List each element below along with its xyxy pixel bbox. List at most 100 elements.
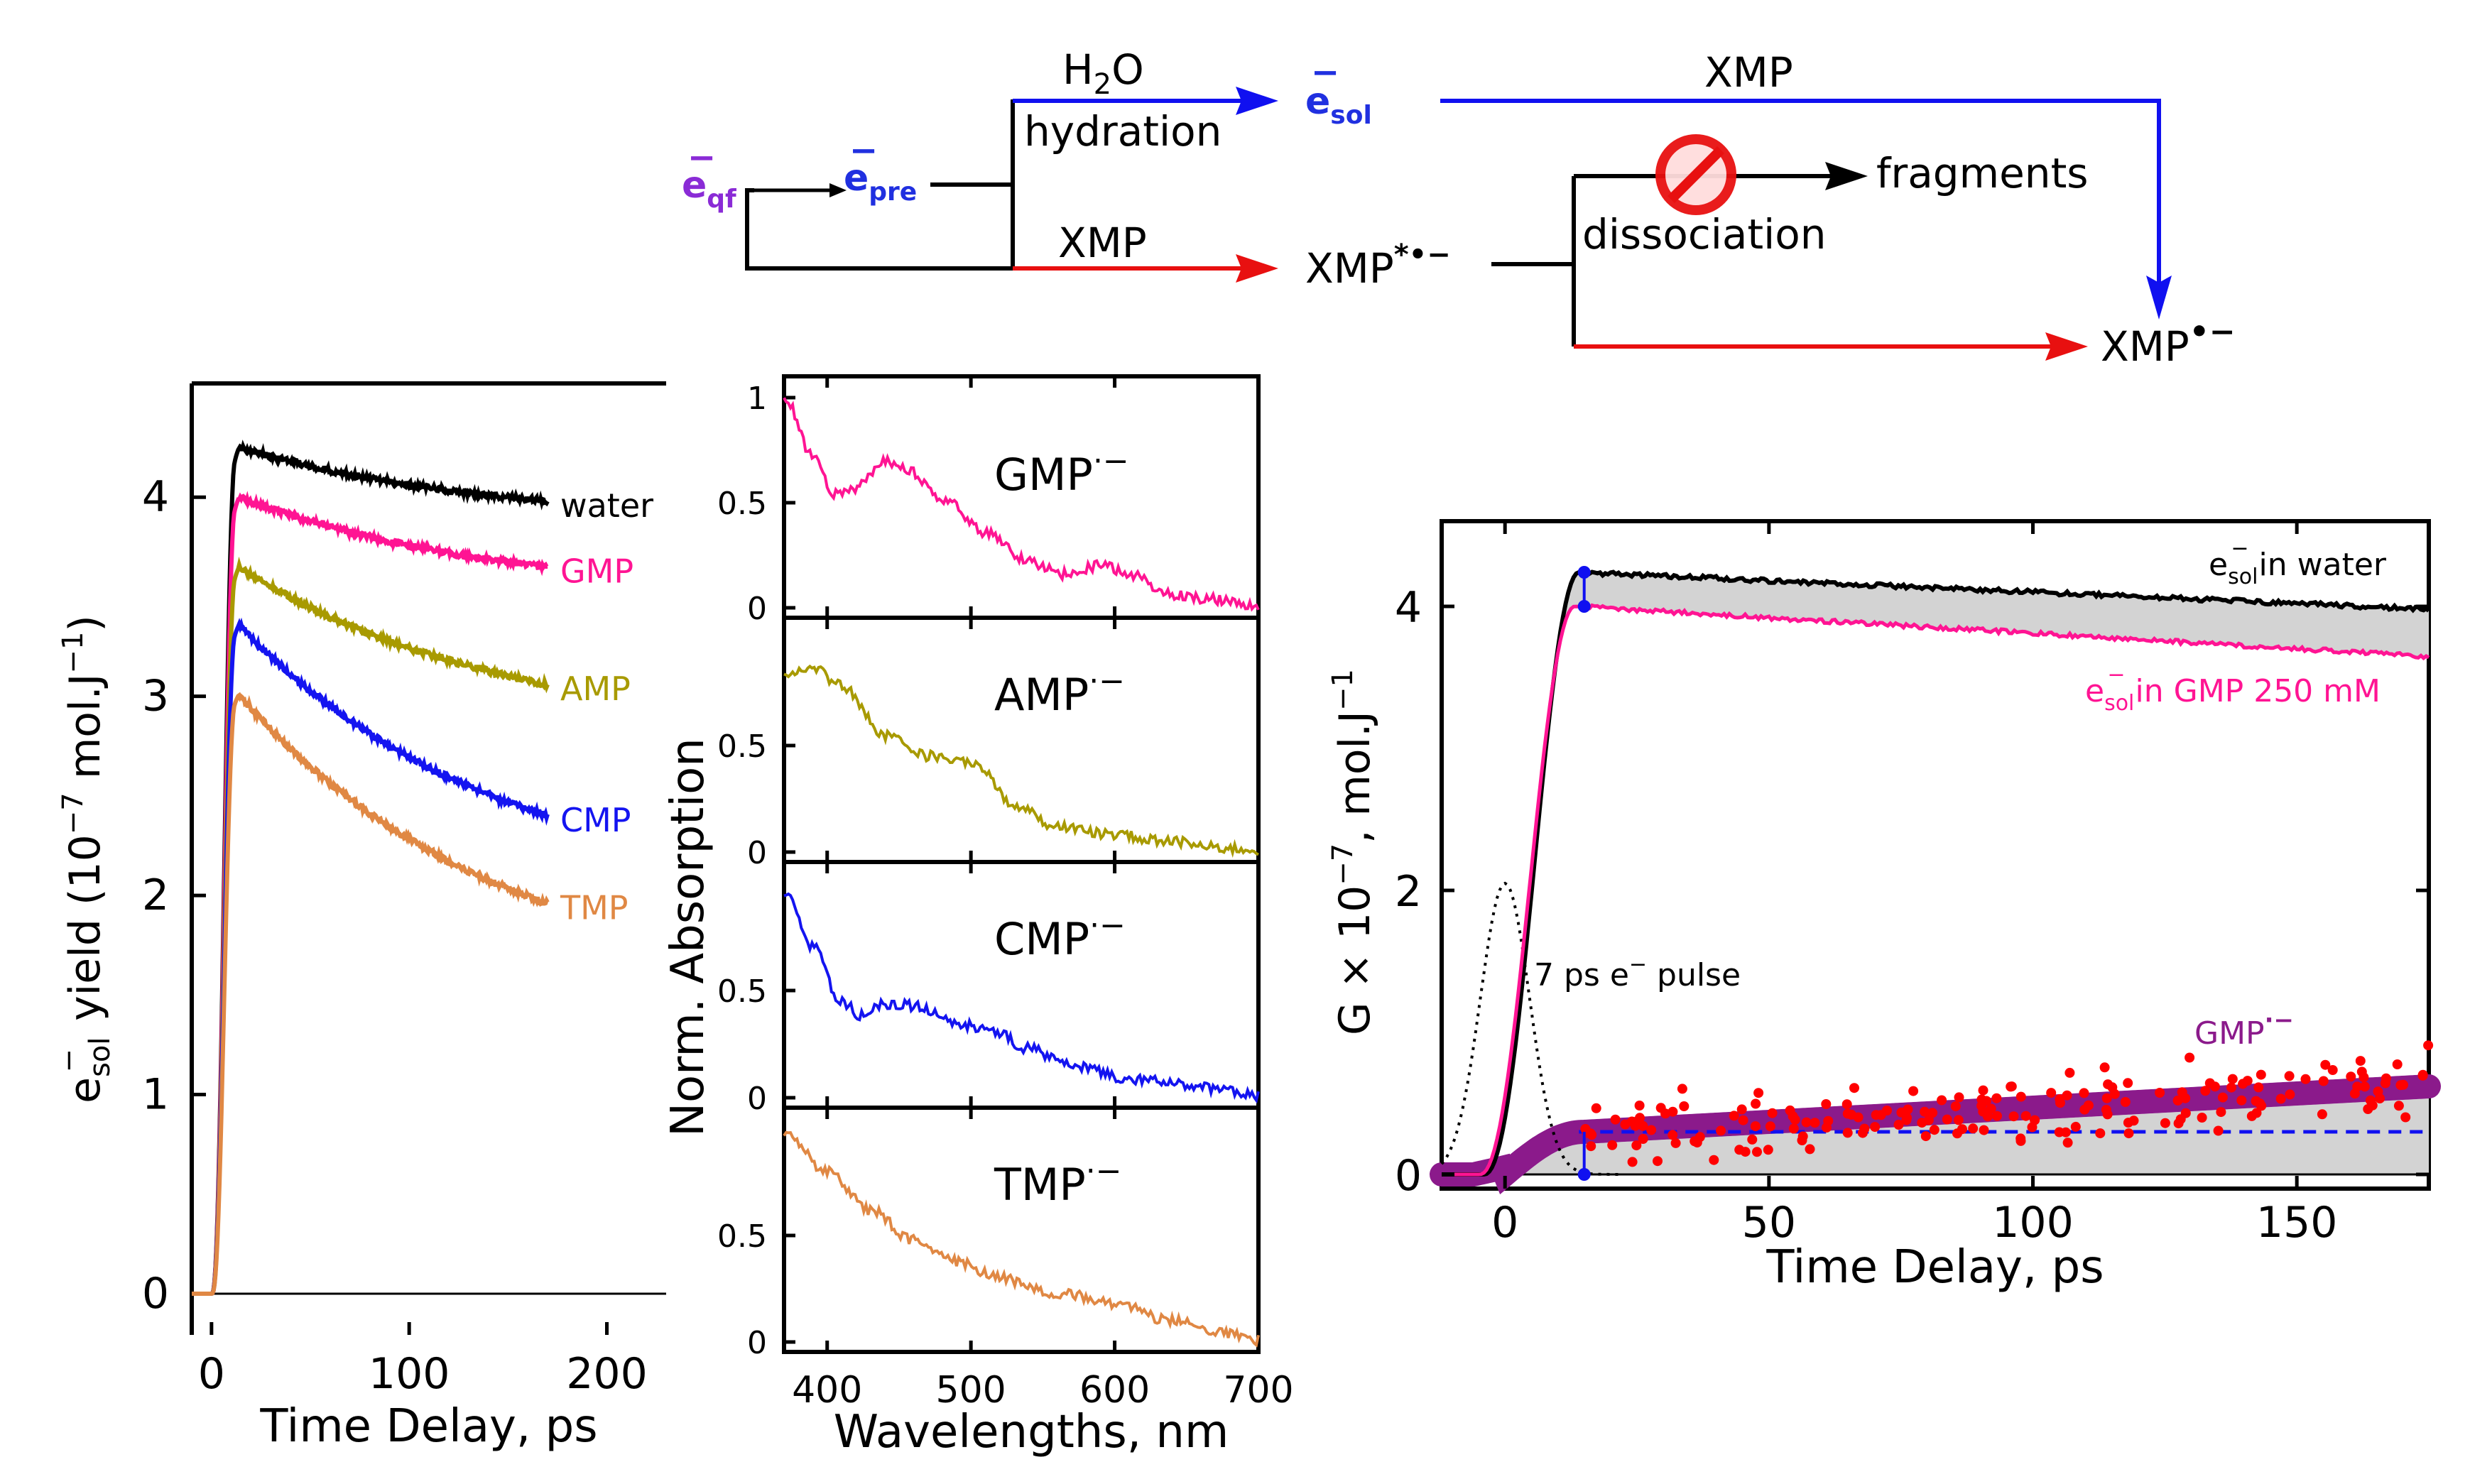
spectrum-panel-frame: [782, 616, 1261, 864]
right-data-point: [1979, 1125, 1989, 1135]
right-data-point: [2346, 1071, 2356, 1082]
right-data-point: [1797, 1135, 1807, 1145]
right-data-point: [2015, 1133, 2026, 1144]
spectrum-y-tick-label: 0: [747, 835, 767, 871]
right-data-point: [2102, 1109, 2113, 1120]
right-data-point: [1842, 1128, 1853, 1138]
right-data-point: [1638, 1120, 1648, 1131]
mid-y-axis-label: Norm. Absorption: [662, 738, 714, 1137]
spectrum-panel-label-gmp: GMP·−: [994, 443, 1129, 501]
fragments-label: fragments: [1876, 149, 2089, 197]
right-data-point: [2363, 1104, 2373, 1114]
right-data-point: [2320, 1059, 2331, 1070]
right-data-point: [1841, 1099, 1852, 1110]
right-ticks: 0 50 100 150 0 2 4: [1395, 521, 2429, 1248]
right-data-point: [2238, 1079, 2248, 1089]
right-data-point: [2300, 1074, 2311, 1084]
right-plot-frame: [1440, 519, 2431, 1191]
left-series-line-gmp: [192, 491, 549, 1296]
right-data-point: [1752, 1147, 1762, 1157]
right-data-point: [1610, 1114, 1621, 1125]
right-marker-dot: [1577, 600, 1591, 613]
e-sol-minus: −: [1311, 53, 1339, 92]
left-y-tick-label: 2: [142, 871, 169, 920]
right-x-axis-label: Time Delay, ps: [1766, 1241, 2104, 1294]
right-marker-dot: [1577, 566, 1591, 579]
right-gmp-curve: [1442, 602, 2430, 1177]
right-data-point: [1788, 1123, 1799, 1134]
right-data-point: [2227, 1074, 2238, 1084]
right-data-point: [2099, 1062, 2110, 1073]
right-pulse-label: 7 ps e− pulse: [1534, 952, 1741, 993]
scheme-arrowhead-hydration: [1236, 87, 1278, 115]
right-y-tick-label: 2: [1395, 867, 1422, 917]
right-data-point: [2030, 1115, 2040, 1125]
right-data-point: [1638, 1134, 1648, 1144]
left-y-axis-label: esol− yield (10−7 mol.J−1): [53, 615, 116, 1103]
right-data-point: [2008, 1111, 2019, 1122]
right-data-point: [1788, 1111, 1798, 1122]
left-y-tick-label: 3: [142, 672, 169, 721]
right-data-point: [1810, 1118, 1820, 1128]
right-data-point: [1901, 1115, 1912, 1125]
right-data-point: [1736, 1104, 1747, 1115]
spectrum-x-tick-label: 600: [1079, 1369, 1150, 1412]
right-data-point: [1667, 1106, 1678, 1117]
right-data-point: [2103, 1079, 2113, 1090]
right-data-point: [2373, 1086, 2383, 1097]
right-data-point: [2006, 1081, 2016, 1092]
right-data-point: [1805, 1144, 1815, 1155]
scheme-line-esol-to-radical: [1440, 99, 2161, 284]
spectrum-y-tick-label: 0.5: [717, 486, 767, 522]
left-ticks: 0 100 200 0 1 2 3 4: [142, 472, 648, 1399]
right-gmp-label: esol− in GMP 250 mM: [2085, 662, 2381, 716]
right-y-tick-label: 4: [1395, 583, 1422, 633]
spectrum-y-tick-label: 0.5: [717, 729, 767, 765]
right-data-point: [2197, 1113, 2207, 1123]
right-data-point: [2393, 1101, 2404, 1111]
right-data-point: [1978, 1106, 1988, 1117]
mid-x-axis-label: Wavelengths, nm: [834, 1406, 1229, 1458]
right-data-point: [2062, 1090, 2072, 1101]
right-data-point: [1627, 1157, 1638, 1167]
right-data-point: [2318, 1076, 2329, 1086]
left-series-line-water: [192, 440, 550, 1296]
spectrum-line-cmp: [783, 892, 1260, 1104]
right-data-point: [1893, 1120, 1904, 1130]
right-data-point: [1716, 1125, 1726, 1136]
right-x-tick-label: 150: [2256, 1198, 2338, 1248]
right-data-point: [1978, 1085, 1988, 1096]
left-x-tick-label: 100: [369, 1349, 450, 1399]
right-data-point: [2251, 1096, 2261, 1106]
right-data-point: [2020, 1111, 2031, 1121]
e-qf-label: eqf: [682, 164, 736, 214]
left-x-tick-label: 0: [198, 1349, 225, 1399]
right-data-point: [2055, 1098, 2065, 1108]
right-marker-dot: [1577, 1168, 1591, 1181]
e-sol-label: esol: [1305, 80, 1372, 130]
right-data-point: [1655, 1103, 1666, 1113]
right-y-axis-label: G × 10−7, mol.J−1: [1327, 669, 1380, 1035]
right-data-point: [2217, 1092, 2228, 1103]
right-data-point: [2355, 1056, 2366, 1066]
right-data-point: [2216, 1107, 2226, 1118]
spectrum-y-tick-label: 0: [747, 1325, 767, 1361]
right-data-point: [1587, 1130, 1597, 1140]
spectrum-panel-frame: [782, 1106, 1261, 1354]
right-data-point: [1740, 1147, 1751, 1157]
right-data-point: [1747, 1134, 1758, 1145]
right-data-point: [1954, 1092, 1964, 1103]
right-data-point: [1677, 1084, 1687, 1094]
right-data-point: [1729, 1111, 1739, 1121]
right-data-point: [2172, 1095, 2183, 1106]
right-data-point: [2317, 1109, 2327, 1120]
spectrum-panel-amp: 0.5 0 AMP·−: [717, 616, 1261, 871]
right-data-point: [2180, 1108, 2191, 1118]
right-data-point: [2284, 1071, 2295, 1081]
right-data-point: [2120, 1097, 2131, 1107]
right-y-tick-label: 0: [1395, 1151, 1422, 1201]
right-data-point: [2285, 1089, 2295, 1100]
xmp-lower-label: XMP: [1058, 219, 1147, 267]
right-data-point: [2423, 1040, 2434, 1051]
